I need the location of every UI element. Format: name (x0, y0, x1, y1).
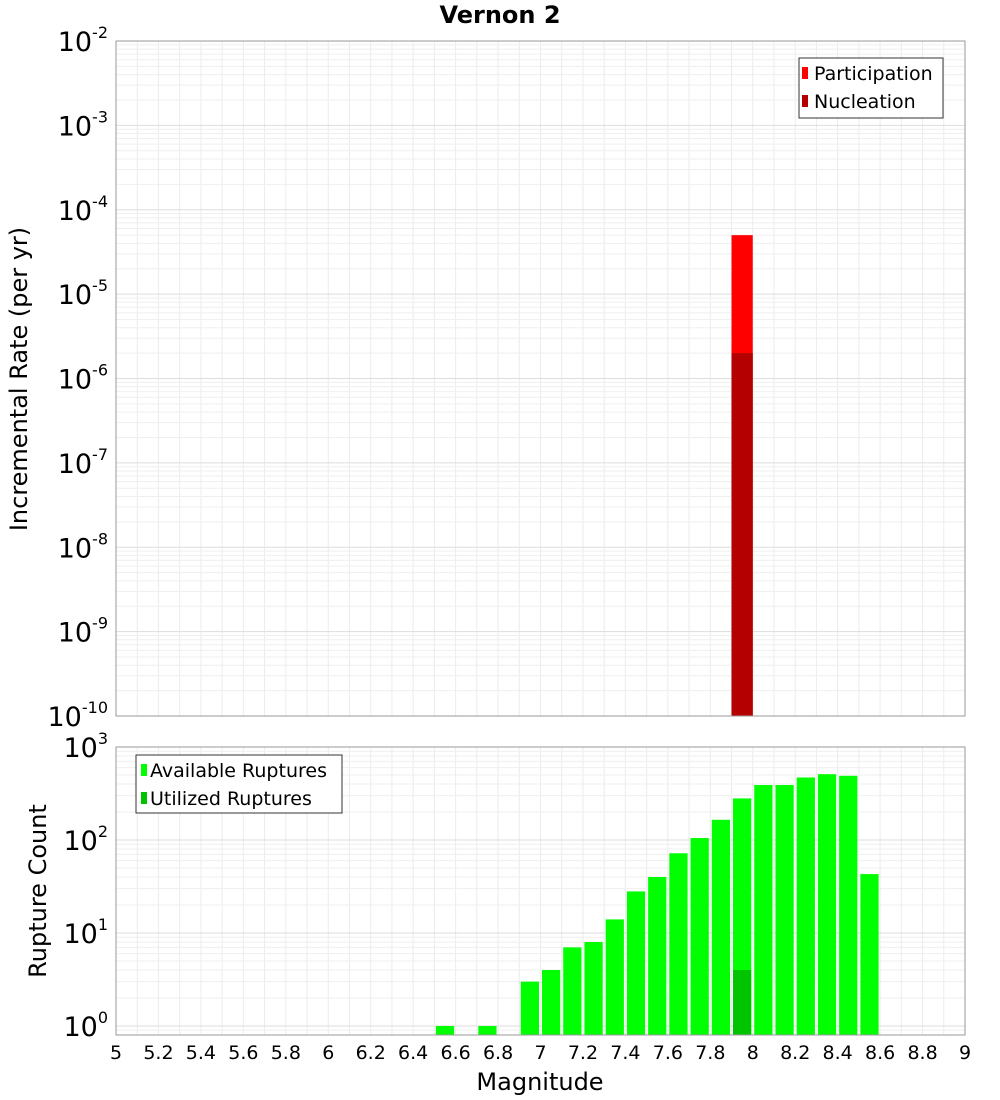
rate-y-ticks: 10-10 10-9 10-8 10-7 10-6 10-5 10-4 10-3 10-2 (48, 23, 109, 733)
bar-available-ruptures (711, 819, 731, 1035)
count-bars (435, 774, 879, 1035)
bar-utilized-ruptures (733, 969, 752, 1035)
rate-y-tick-label: 10-5 (58, 276, 108, 311)
rate-y-tick-label: 10-10 (48, 698, 109, 733)
rate-y-tick-label: 10-8 (58, 529, 108, 564)
count-y-tick-label: 100 (63, 1008, 108, 1043)
rate-bars (731, 235, 753, 716)
x-tick-label: 5.4 (186, 1042, 216, 1064)
bar-available-ruptures (563, 947, 582, 1035)
bar-available-ruptures (520, 981, 539, 1035)
bar-available-ruptures (669, 853, 688, 1035)
count-y-tick-label: 103 (63, 729, 108, 764)
x-tick-label: 6.8 (483, 1042, 513, 1064)
rate-y-axis-label: Incremental Rate (per yr) (5, 227, 33, 531)
count-panel: 100 101 102 103 Rupture Count Available Rup… (24, 729, 966, 1043)
x-axis-label: Magnitude (476, 1068, 603, 1096)
rate-y-tick-label: 10-2 (58, 23, 108, 58)
rate-panel: 10-10 10-9 10-8 10-7 10-6 10-5 10-4 10-3 10-2 In… (5, 23, 966, 733)
x-tick-label: 8.8 (907, 1042, 937, 1064)
legend-swatch-available (141, 764, 147, 776)
count-y-ticks: 100 101 102 103 (63, 729, 108, 1043)
bar-available-ruptures (584, 942, 603, 1035)
count-y-axis-label: Rupture Count (24, 804, 52, 978)
bar-available-ruptures (817, 774, 837, 1035)
rate-y-tick-label: 10-4 (58, 192, 108, 227)
x-tick-label: 8.4 (823, 1042, 853, 1064)
legend-swatch-utilized (141, 792, 147, 804)
bar-available-ruptures (775, 785, 794, 1035)
bar-available-ruptures (542, 969, 561, 1035)
x-tick-label: 5.8 (271, 1042, 301, 1064)
x-tick-label: 7 (534, 1042, 546, 1064)
bar-available-ruptures (648, 877, 667, 1035)
rate-y-tick-label: 10-3 (58, 107, 108, 142)
x-tick-label: 8.2 (780, 1042, 810, 1064)
x-tick-label: 6 (322, 1042, 334, 1064)
rate-plot-frame (115, 40, 966, 717)
count-legend: Available Ruptures Utilized Ruptures (135, 754, 343, 814)
x-tick-label: 5 (110, 1042, 122, 1064)
x-tick-label: 7.2 (568, 1042, 598, 1064)
rate-grid (115, 41, 966, 717)
bar-available-ruptures (839, 775, 858, 1035)
x-tick-label: 6.4 (398, 1042, 428, 1064)
x-tick-label: 5.2 (143, 1042, 173, 1064)
x-tick-label: 8 (747, 1042, 759, 1064)
x-tick-label: 9 (959, 1042, 971, 1064)
chart-title: Vernon 2 (439, 1, 560, 29)
bar-available-ruptures (796, 777, 815, 1035)
legend-label-utilized: Utilized Ruptures (150, 788, 312, 810)
x-tick-label: 7.4 (610, 1042, 640, 1064)
x-tick-label: 5.6 (228, 1042, 258, 1064)
bar-available-ruptures (478, 1025, 497, 1035)
x-tick-label: 6.2 (356, 1042, 386, 1064)
legend-label-participation: Participation (814, 63, 933, 85)
bar-available-ruptures (754, 785, 773, 1035)
x-tick-label: 6.6 (440, 1042, 470, 1064)
count-y-tick-label: 101 (63, 915, 108, 950)
x-tick-label: 8.6 (865, 1042, 895, 1064)
bar-available-ruptures (690, 838, 709, 1035)
bar-available-ruptures (435, 1025, 455, 1035)
count-y-tick-label: 102 (63, 822, 108, 857)
rate-legend-box (798, 57, 944, 119)
rate-y-tick-label: 10-6 (58, 361, 108, 396)
bar-available-ruptures (860, 874, 879, 1035)
legend-swatch-nucleation (802, 95, 808, 107)
bar-nucleation (731, 353, 753, 716)
count-legend-box (135, 754, 343, 814)
x-tick-label: 7.6 (653, 1042, 683, 1064)
rate-legend: Participation Nucleation (798, 57, 944, 119)
legend-label-nucleation: Nucleation (814, 91, 916, 113)
legend-label-available: Available Ruptures (150, 760, 327, 782)
count-plot-frame (115, 746, 966, 1036)
legend-swatch-participation (802, 67, 808, 79)
rate-y-tick-label: 10-7 (58, 445, 108, 480)
bar-available-ruptures (626, 891, 646, 1035)
rate-y-tick-label: 10-9 (58, 614, 108, 649)
bar-available-ruptures (605, 919, 624, 1035)
x-tick-label: 7.8 (695, 1042, 725, 1064)
x-axis-ticks: 5 5.2 5.4 5.6 5.8 6 6.2 6.4 6.6 6.8 7 7.2 7.4 7.6 7.8 8… (110, 1042, 971, 1064)
